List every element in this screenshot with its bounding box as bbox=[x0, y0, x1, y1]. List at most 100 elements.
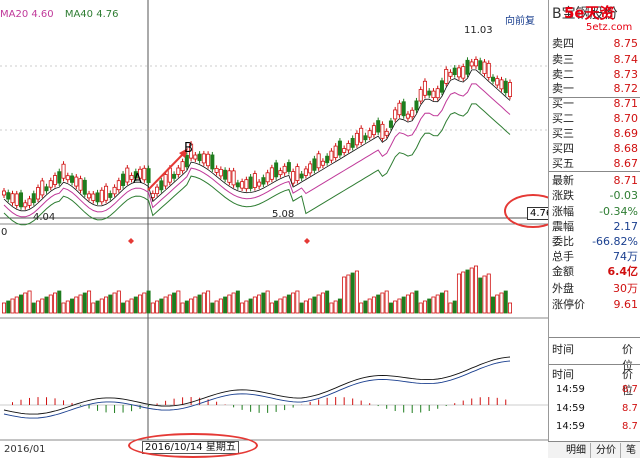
quote-amplitude: 震幅 2.17 bbox=[552, 219, 638, 234]
chart-canvas[interactable] bbox=[0, 0, 548, 458]
volume-bar bbox=[257, 294, 262, 314]
candle-body bbox=[282, 165, 287, 174]
candle-body bbox=[176, 167, 181, 175]
buy-row-2[interactable]: 买二 8.70 bbox=[552, 111, 638, 126]
buy-price: 8.69 bbox=[613, 127, 639, 140]
volume-bar bbox=[465, 269, 470, 314]
candle-body bbox=[2, 190, 7, 196]
tick-price: 8.7 bbox=[622, 384, 638, 395]
candle-body bbox=[112, 186, 117, 195]
ma20-label: MA20 4.60 bbox=[0, 9, 54, 20]
quote-value: 2.17 bbox=[613, 220, 639, 233]
quote-value: -0.34% bbox=[599, 205, 638, 218]
volume-bar bbox=[499, 292, 504, 314]
candle-body bbox=[320, 160, 325, 166]
volume-bar bbox=[503, 290, 508, 314]
low-price-label: 4.04 bbox=[33, 212, 56, 223]
volume-bar bbox=[87, 290, 92, 314]
logo-sub-text: 5etz.com bbox=[586, 22, 633, 33]
candle-body bbox=[452, 67, 457, 75]
volume-bar bbox=[240, 302, 245, 314]
ma-legend: MA20 4.60 MA40 4.76 bbox=[0, 9, 118, 20]
candle-body bbox=[252, 173, 257, 189]
candle-body bbox=[257, 181, 262, 187]
tab-price-distribution[interactable]: 分价 bbox=[592, 443, 621, 458]
candle-body bbox=[108, 193, 113, 198]
volume-bar bbox=[70, 298, 75, 314]
buy-row-5[interactable]: 买五 8.67 bbox=[552, 156, 638, 171]
point-b-label: B bbox=[184, 141, 193, 156]
candle-body bbox=[197, 153, 202, 162]
candle-body bbox=[410, 109, 415, 118]
volume-bar bbox=[125, 300, 130, 314]
candle-body bbox=[486, 62, 491, 78]
sell-row-1[interactable]: 卖一 8.72 bbox=[552, 81, 638, 96]
candle-body bbox=[19, 192, 24, 208]
volume-bar bbox=[65, 300, 70, 314]
volume-bar bbox=[286, 294, 291, 314]
buy-price: 8.67 bbox=[613, 157, 639, 170]
volume-bar bbox=[40, 298, 45, 314]
candle-body bbox=[333, 145, 338, 159]
volume-bar bbox=[473, 265, 478, 314]
candle-body bbox=[286, 162, 291, 172]
candle-body bbox=[316, 153, 321, 169]
quote-latest: 最新 8.71 bbox=[552, 173, 638, 188]
tab-trades[interactable]: 笔 bbox=[626, 445, 636, 456]
candle-body bbox=[155, 186, 160, 195]
candle-body bbox=[44, 186, 49, 192]
candle-body bbox=[91, 193, 96, 201]
candle-body bbox=[244, 179, 249, 190]
volume-bar bbox=[172, 292, 177, 314]
quote-label: 涨跌 bbox=[552, 189, 574, 202]
volume-bar bbox=[99, 298, 104, 314]
tab-detail[interactable]: 明细 bbox=[562, 443, 591, 458]
quote-value: -0.03 bbox=[609, 189, 638, 202]
buy-label: 买一 bbox=[552, 97, 574, 110]
candle-body bbox=[456, 67, 461, 78]
candle-body bbox=[384, 130, 389, 136]
buy-row-1[interactable]: 买一 8.71 bbox=[552, 96, 638, 111]
sell-row-3[interactable]: 卖三 8.74 bbox=[552, 52, 638, 67]
candle-body bbox=[146, 168, 151, 183]
buy-label: 买五 bbox=[552, 157, 574, 170]
volume-bar bbox=[210, 302, 215, 314]
quote-value: 8.71 bbox=[613, 174, 639, 187]
candle-body bbox=[206, 153, 211, 167]
buy-label: 买三 bbox=[552, 127, 574, 140]
sell-row-4[interactable]: 卖四 8.75 bbox=[552, 36, 638, 51]
candle-body bbox=[478, 60, 483, 71]
candle-body bbox=[448, 71, 453, 77]
candle-body bbox=[367, 130, 372, 138]
quote-change: 涨跌 -0.03 bbox=[552, 188, 638, 203]
candle-body bbox=[418, 89, 423, 102]
candle-body bbox=[214, 167, 219, 173]
quote-panel: B宝钢股份 卖四 8.75 卖三 8.74 卖二 8.73 卖一 8.72 买一… bbox=[548, 0, 640, 458]
candle-body bbox=[265, 172, 270, 183]
volume-bar bbox=[337, 298, 342, 314]
candle-body bbox=[159, 180, 164, 191]
volume-bar bbox=[6, 300, 11, 314]
ma5-line bbox=[3, 69, 511, 212]
candle-body bbox=[380, 123, 385, 139]
candle-body bbox=[397, 102, 402, 116]
tick-time: 14:59 bbox=[556, 384, 585, 395]
volume-bar bbox=[388, 302, 393, 314]
kline-chart[interactable]: MA20 4.60 MA40 4.76 向前复 A B 11.03 4.04 5… bbox=[0, 0, 562, 458]
adjust-mode-label[interactable]: 向前复 bbox=[505, 16, 535, 27]
buy-row-4[interactable]: 买四 8.68 bbox=[552, 141, 638, 156]
volume-bar bbox=[36, 300, 41, 314]
volume-bar bbox=[448, 302, 453, 314]
buy-row-3[interactable]: 买三 8.69 bbox=[552, 126, 638, 141]
sell-row-2[interactable]: 卖二 8.73 bbox=[552, 67, 638, 82]
tick-price: 8.7 bbox=[622, 421, 638, 432]
candle-body bbox=[482, 61, 487, 74]
volume-bar bbox=[57, 290, 62, 314]
candle-body bbox=[223, 169, 228, 180]
volume-bar bbox=[91, 302, 96, 314]
candle-body bbox=[31, 193, 36, 204]
quote-value: 6.4亿 bbox=[607, 265, 639, 278]
volume-bar bbox=[112, 292, 117, 314]
volume-bar bbox=[133, 296, 138, 314]
candle-body bbox=[6, 192, 11, 200]
